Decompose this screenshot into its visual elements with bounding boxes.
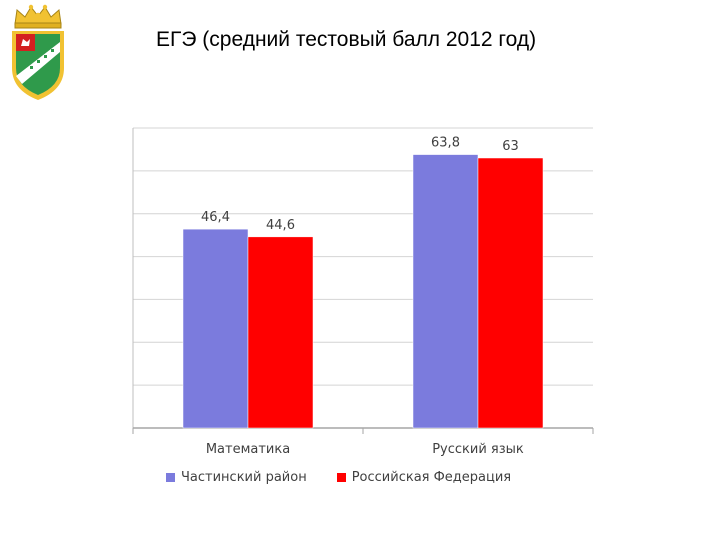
page-title: ЕГЭ (средний тестовый балл 2012 год) — [156, 28, 537, 51]
legend-item: Российская Федерация — [336, 469, 512, 485]
coat-of-arms-icon — [12, 4, 64, 100]
legend: Частинский район Российская Федерация — [166, 467, 541, 487]
bar — [412, 154, 479, 429]
bar — [477, 157, 544, 429]
plot-area: 46,4 44,6 Математика 63,8 63 Русский язык — [132, 127, 594, 457]
bar — [182, 228, 249, 429]
x-tick-label: Русский язык — [432, 442, 524, 457]
data-label: 46,4 — [201, 210, 230, 225]
legend-swatch — [336, 472, 346, 482]
bar — [247, 236, 314, 429]
legend-label: Частинский район — [181, 469, 307, 485]
data-label: 63 — [502, 139, 519, 154]
legend-swatch — [166, 472, 175, 482]
legend-label: Российская Федерация — [351, 469, 512, 485]
crown-icon — [14, 4, 62, 29]
data-label: 44,6 — [266, 218, 295, 233]
legend-item: Частинский район — [166, 470, 307, 485]
x-tick-label: Математика — [206, 442, 290, 457]
data-label: 63,8 — [431, 136, 460, 151]
